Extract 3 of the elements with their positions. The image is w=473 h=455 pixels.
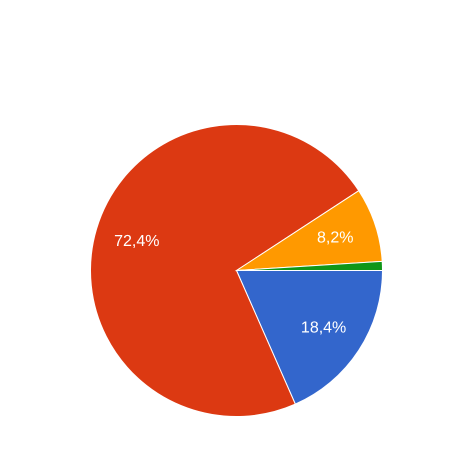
data-label: 18,4% (300, 319, 346, 336)
data-label: 72,4% (114, 232, 160, 250)
data-label: 8,2% (316, 230, 354, 247)
